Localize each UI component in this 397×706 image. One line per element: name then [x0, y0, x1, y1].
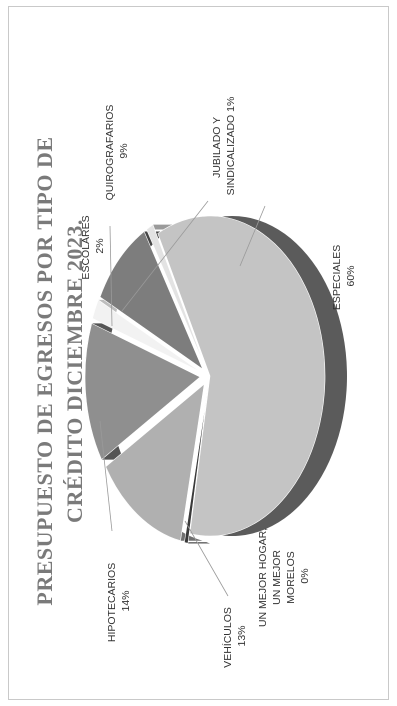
slice-un-mejor-hogar-un-mejor-morelos	[184, 385, 209, 544]
label-mejor-hogar-line-3: MORELOS	[285, 551, 297, 604]
leader-line-vehiculos	[184, 520, 229, 597]
slice-escolares	[92, 299, 201, 373]
slice-labels: ESPECIALES 60% UN MEJOR HOGAR, UN MEJOR …	[80, 97, 357, 668]
leader-line-quirografarios	[109, 225, 113, 327]
label-escolares: ESCOLARES 2%	[80, 212, 106, 279]
label-jubilado-line-1: JUBILADO Y	[211, 117, 223, 178]
slice-hipotecarios	[84, 322, 201, 461]
chart-title: PRESUPUESTO DE EGRESOS POR TIPO DE CRÉDI…	[32, 136, 87, 605]
label-hipotecarios-name: HIPOTECARIOS	[106, 563, 118, 642]
pie-slices	[84, 215, 347, 544]
label-quirografarios-name: QUIROGRAFARIOS	[104, 105, 116, 201]
label-mejor-hogar: UN MEJOR HOGAR, UN MEJOR MORELOS 0%	[257, 525, 311, 627]
slice-quirografarios	[99, 230, 204, 371]
label-jubilado-line-2: SINDICALIZADO 1%	[225, 97, 237, 196]
label-vehiculos: VEHÍCULOS 13%	[221, 604, 248, 668]
label-especiales-value: 60%	[345, 265, 357, 286]
leader-line-jubilado	[121, 200, 209, 312]
slice-especiales	[157, 215, 326, 537]
label-quirografarios-value: 9%	[118, 143, 130, 158]
label-especiales: ESPECIALES 60%	[331, 242, 357, 310]
chart-title-line-1: PRESUPUESTO DE EGRESOS POR TIPO DE	[32, 136, 57, 605]
label-especiales-name: ESPECIALES	[331, 245, 343, 310]
label-quirografarios: QUIROGRAFARIOS 9%	[104, 102, 130, 201]
label-jubilado: JUBILADO Y SINDICALIZADO 1%	[211, 97, 237, 196]
label-escolares-name: ESCOLARES	[80, 215, 92, 279]
slice-vehiculos	[105, 383, 205, 542]
label-mejor-hogar-value: 0%	[299, 568, 311, 583]
leader-line-especiales	[239, 205, 266, 267]
label-mejor-hogar-line-2: UN MEJOR	[271, 550, 283, 605]
label-mejor-hogar-line-1: UN MEJOR HOGAR,	[257, 528, 269, 627]
label-vehiculos-name: VEHÍCULOS	[221, 607, 234, 668]
label-vehiculos-value: 13%	[236, 625, 248, 646]
label-escolares-value: 2%	[94, 238, 106, 253]
leader-lines	[99, 200, 266, 597]
label-hipotecarios: HIPOTECARIOS 14%	[106, 560, 132, 642]
leader-line-hipotecarios	[99, 420, 113, 532]
chart-title-line-2: CRÉDITO DICIEMBRE 2023.	[62, 219, 87, 523]
label-hipotecarios-value: 14%	[120, 590, 132, 611]
